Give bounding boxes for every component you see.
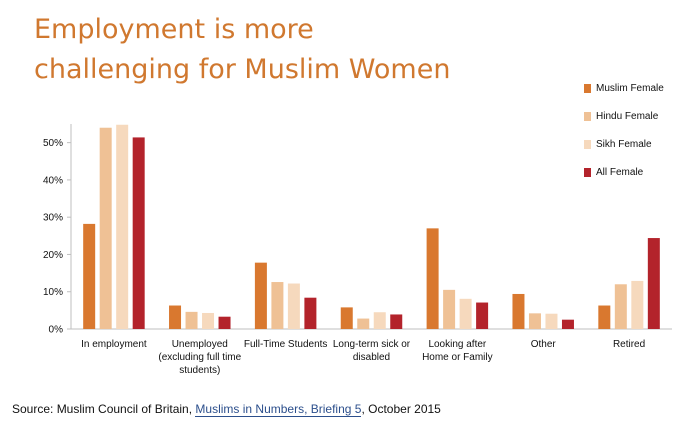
bar [185, 311, 198, 329]
legend-label: Muslim Female [596, 83, 664, 94]
legend-item: All Female [584, 166, 694, 180]
source-suffix: , October 2015 [361, 402, 441, 416]
bar [254, 262, 267, 329]
x-tick-label: Looking after Home or Family [422, 339, 493, 363]
legend-swatch [584, 140, 591, 149]
bar [218, 316, 231, 329]
x-tick-label: Other [531, 339, 557, 350]
bar [443, 289, 456, 329]
bar [614, 284, 627, 329]
bar [99, 127, 112, 330]
bar [287, 283, 300, 329]
bar [598, 305, 611, 329]
legend-label: All Female [596, 167, 644, 178]
source-line: Source: Muslim Council of Britain, Musli… [12, 402, 441, 417]
x-tick-label: In employment [81, 339, 147, 350]
bar [357, 318, 370, 329]
x-tick-label: Retired [613, 339, 645, 350]
y-tick-label: 20% [43, 250, 63, 261]
bar [528, 313, 541, 329]
legend-item: Hindu Female [584, 110, 694, 124]
chart-title: Employment is more challenging for Musli… [34, 10, 504, 90]
bar [512, 293, 525, 329]
chart-title-line-2: challenging for Muslim Women [34, 54, 451, 85]
legend-label: Sikh Female [596, 139, 652, 150]
y-tick-label: 10% [43, 287, 63, 298]
source-link[interactable]: Muslims in Numbers, Briefing 5 [195, 402, 362, 417]
legend-item: Sikh Female [584, 138, 694, 152]
source-prefix: Source: Muslim Council of Britain, [12, 402, 196, 416]
y-tick-label: 30% [43, 213, 63, 224]
bar [545, 313, 558, 329]
y-tick-label: 50% [43, 138, 63, 149]
y-tick-label: 40% [43, 175, 63, 186]
bar [647, 238, 660, 329]
bar [561, 319, 574, 329]
bar [271, 282, 284, 329]
legend-swatch [584, 84, 591, 93]
legend-item: Muslim Female [584, 82, 694, 96]
y-tick-label: 0% [49, 325, 64, 336]
bar [116, 124, 129, 329]
bar [459, 298, 472, 329]
bar [340, 307, 353, 329]
bar [202, 312, 215, 329]
bar [83, 223, 96, 329]
chart-title-line-1: Employment is more [34, 14, 314, 45]
bar [631, 280, 644, 329]
bar [304, 297, 317, 329]
bar [476, 302, 489, 329]
legend-label: Hindu Female [596, 111, 659, 122]
bar [169, 305, 182, 329]
bar-chart: 0% 10% 20% 30% 40% 50% In employment Unemployed… [43, 124, 672, 376]
bar [426, 228, 439, 329]
x-tick-label: Long-term sick or disabled [333, 339, 411, 363]
legend-swatch [584, 168, 591, 177]
bar [373, 312, 386, 329]
x-tick-label: Unemployed (excluding full time students) [158, 339, 241, 376]
x-tick-label: Full-Time Students [244, 339, 328, 350]
bar [390, 314, 403, 329]
legend-swatch [584, 112, 591, 121]
bar [132, 137, 145, 329]
